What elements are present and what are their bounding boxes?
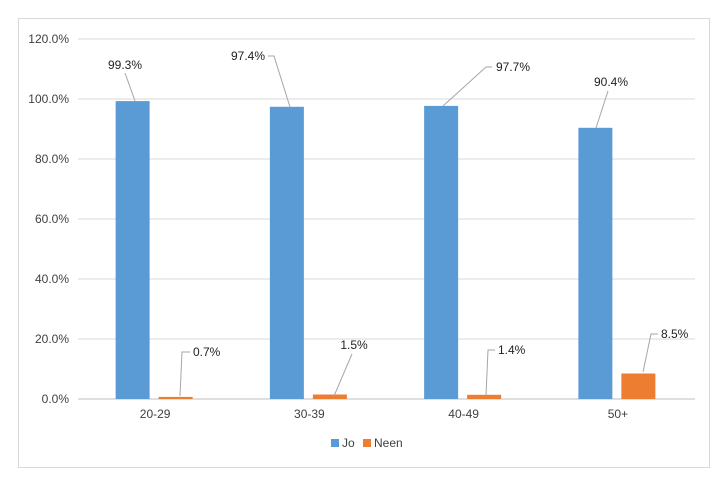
- bar-jo: [578, 127, 613, 400]
- y-tick-label: 40.0%: [35, 272, 69, 286]
- y-tick-label: 0.0%: [42, 392, 70, 406]
- data-label: 97.7%: [496, 60, 530, 74]
- legend-label: Jo: [342, 436, 355, 450]
- bar-neen: [467, 394, 502, 399]
- bar-neen: [621, 373, 656, 399]
- leader-line: [442, 66, 492, 107]
- data-label: 1.5%: [340, 338, 368, 352]
- leader-line: [485, 349, 495, 397]
- x-tick-label: 20-29: [140, 407, 171, 421]
- leader-line: [595, 90, 609, 129]
- legend-swatch-jo: [331, 439, 339, 447]
- legend-swatch-neen: [363, 439, 371, 447]
- x-tick-label: 50+: [608, 407, 628, 421]
- data-label: 1.4%: [498, 343, 526, 357]
- leader-line: [268, 55, 291, 108]
- y-tick-label: 20.0%: [35, 332, 69, 346]
- y-tick-label: 60.0%: [35, 212, 69, 226]
- data-label: 0.7%: [193, 345, 221, 359]
- y-tick-label: 100.0%: [28, 92, 69, 106]
- x-tick-label: 30-39: [294, 407, 325, 421]
- leader-line: [333, 353, 353, 397]
- bar-jo: [424, 105, 459, 400]
- data-label: 99.3%: [108, 58, 142, 72]
- leader-line: [124, 72, 136, 102]
- y-tick-label: 120.0%: [28, 32, 69, 46]
- bar-jo: [269, 106, 304, 400]
- bar-neen: [312, 394, 347, 399]
- bar-jo: [115, 101, 150, 399]
- bar-neen: [158, 396, 193, 399]
- data-label: 8.5%: [661, 327, 689, 341]
- leader-line: [179, 351, 190, 397]
- y-tick-label: 80.0%: [35, 152, 69, 166]
- x-tick-label: 40-49: [448, 407, 479, 421]
- legend-label: Neen: [374, 436, 403, 450]
- leader-line: [642, 333, 658, 373]
- data-label: 90.4%: [594, 75, 628, 89]
- data-label: 97.4%: [231, 49, 265, 63]
